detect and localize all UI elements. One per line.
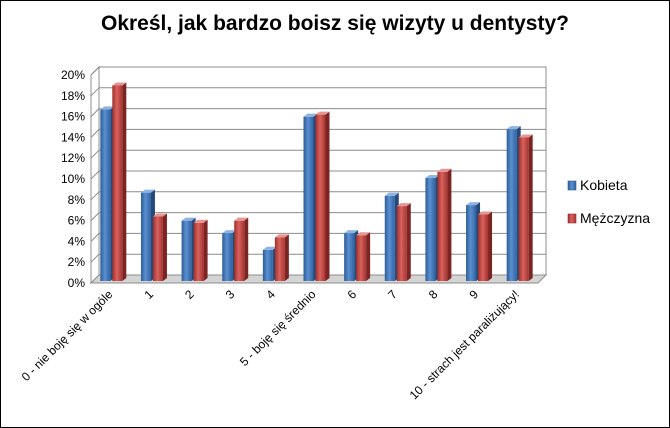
bar-kobieta-8 [425,175,440,281]
y-tick-label: 4% [68,234,86,248]
bar-mezczyzna-3 [234,217,249,281]
y-tick-label: 10% [61,172,85,186]
bar-kobieta-9 [466,202,481,281]
gridline-side [90,149,100,159]
legend-entry-mezczyzna: Mężczyzna [567,210,650,226]
gridline-side [90,108,100,117]
bar-mezczyzna-9 [478,211,493,281]
legend-label: Mężczyzna [580,210,650,226]
y-tick-label: 2% [68,255,86,269]
x-tick-label: 2 [182,287,197,302]
y-tick-label: 16% [61,110,85,124]
bar-mezczyzna-6 [356,232,371,281]
bar-mezczyzna-4 [274,234,289,281]
x-tick-label: 9 [467,287,482,302]
bar-mezczyzna-0 [112,82,127,281]
gridline-side [90,170,100,180]
legend-swatch [567,180,577,191]
bar-kobieta-0 [100,106,115,282]
bar-kobieta-3 [222,230,237,281]
bar-mezczyzna-2 [193,219,208,281]
bar-mezczyzna-1 [152,213,167,281]
gridline-side [90,129,100,138]
y-tick-label: 12% [61,151,85,165]
bar-kobieta-10 [506,126,521,281]
gridline-side [90,87,100,97]
y-tick-label: 8% [68,193,86,207]
gridline-side [90,233,100,242]
bar-mezczyzna-7 [396,203,411,281]
x-tick-label: 4 [263,287,278,302]
y-tick-label: 14% [61,130,85,144]
gridline-side [90,212,100,221]
x-tick-label: 6 [345,287,360,302]
x-tick-label: 10 - strach jest paraliżujący! [407,287,522,402]
bar-mezczyzna-8 [437,168,452,281]
gridline-side [90,253,100,263]
legend-label: Kobieta [580,177,628,193]
x-tick-label: 0 - nie boję się w ogóle [19,287,116,384]
gridline-side [90,66,100,76]
bars [100,82,533,282]
bar-kobieta-6 [344,230,359,281]
x-tick-label: 7 [385,287,400,302]
bar-mezczyzna-5 [315,111,330,281]
bar-kobieta-5 [303,113,318,282]
chart-title: Określ, jak bardzo boisz się wizyty u de… [101,12,569,35]
bar-kobieta-1 [140,189,155,281]
x-tick-label: 8 [426,287,441,302]
legend: Kobieta Mężczyzna [567,177,650,226]
legend-swatch [567,213,577,224]
y-tick-label: 18% [61,89,85,103]
y-tick-label: 20% [61,68,85,82]
bar-kobieta-4 [262,246,277,281]
y-tick-label: 0% [68,276,86,290]
bar-kobieta-7 [384,192,399,281]
x-tick-label: 1 [141,287,156,302]
bar-kobieta-2 [181,217,196,281]
x-tick-label: 3 [223,287,238,302]
legend-entry-kobieta: Kobieta [567,177,628,193]
bar-mezczyzna-10 [518,134,533,281]
y-tick-label: 6% [68,214,86,228]
x-tick-label: 5 - boję się średnio [237,287,319,369]
gridline-side [90,191,100,201]
